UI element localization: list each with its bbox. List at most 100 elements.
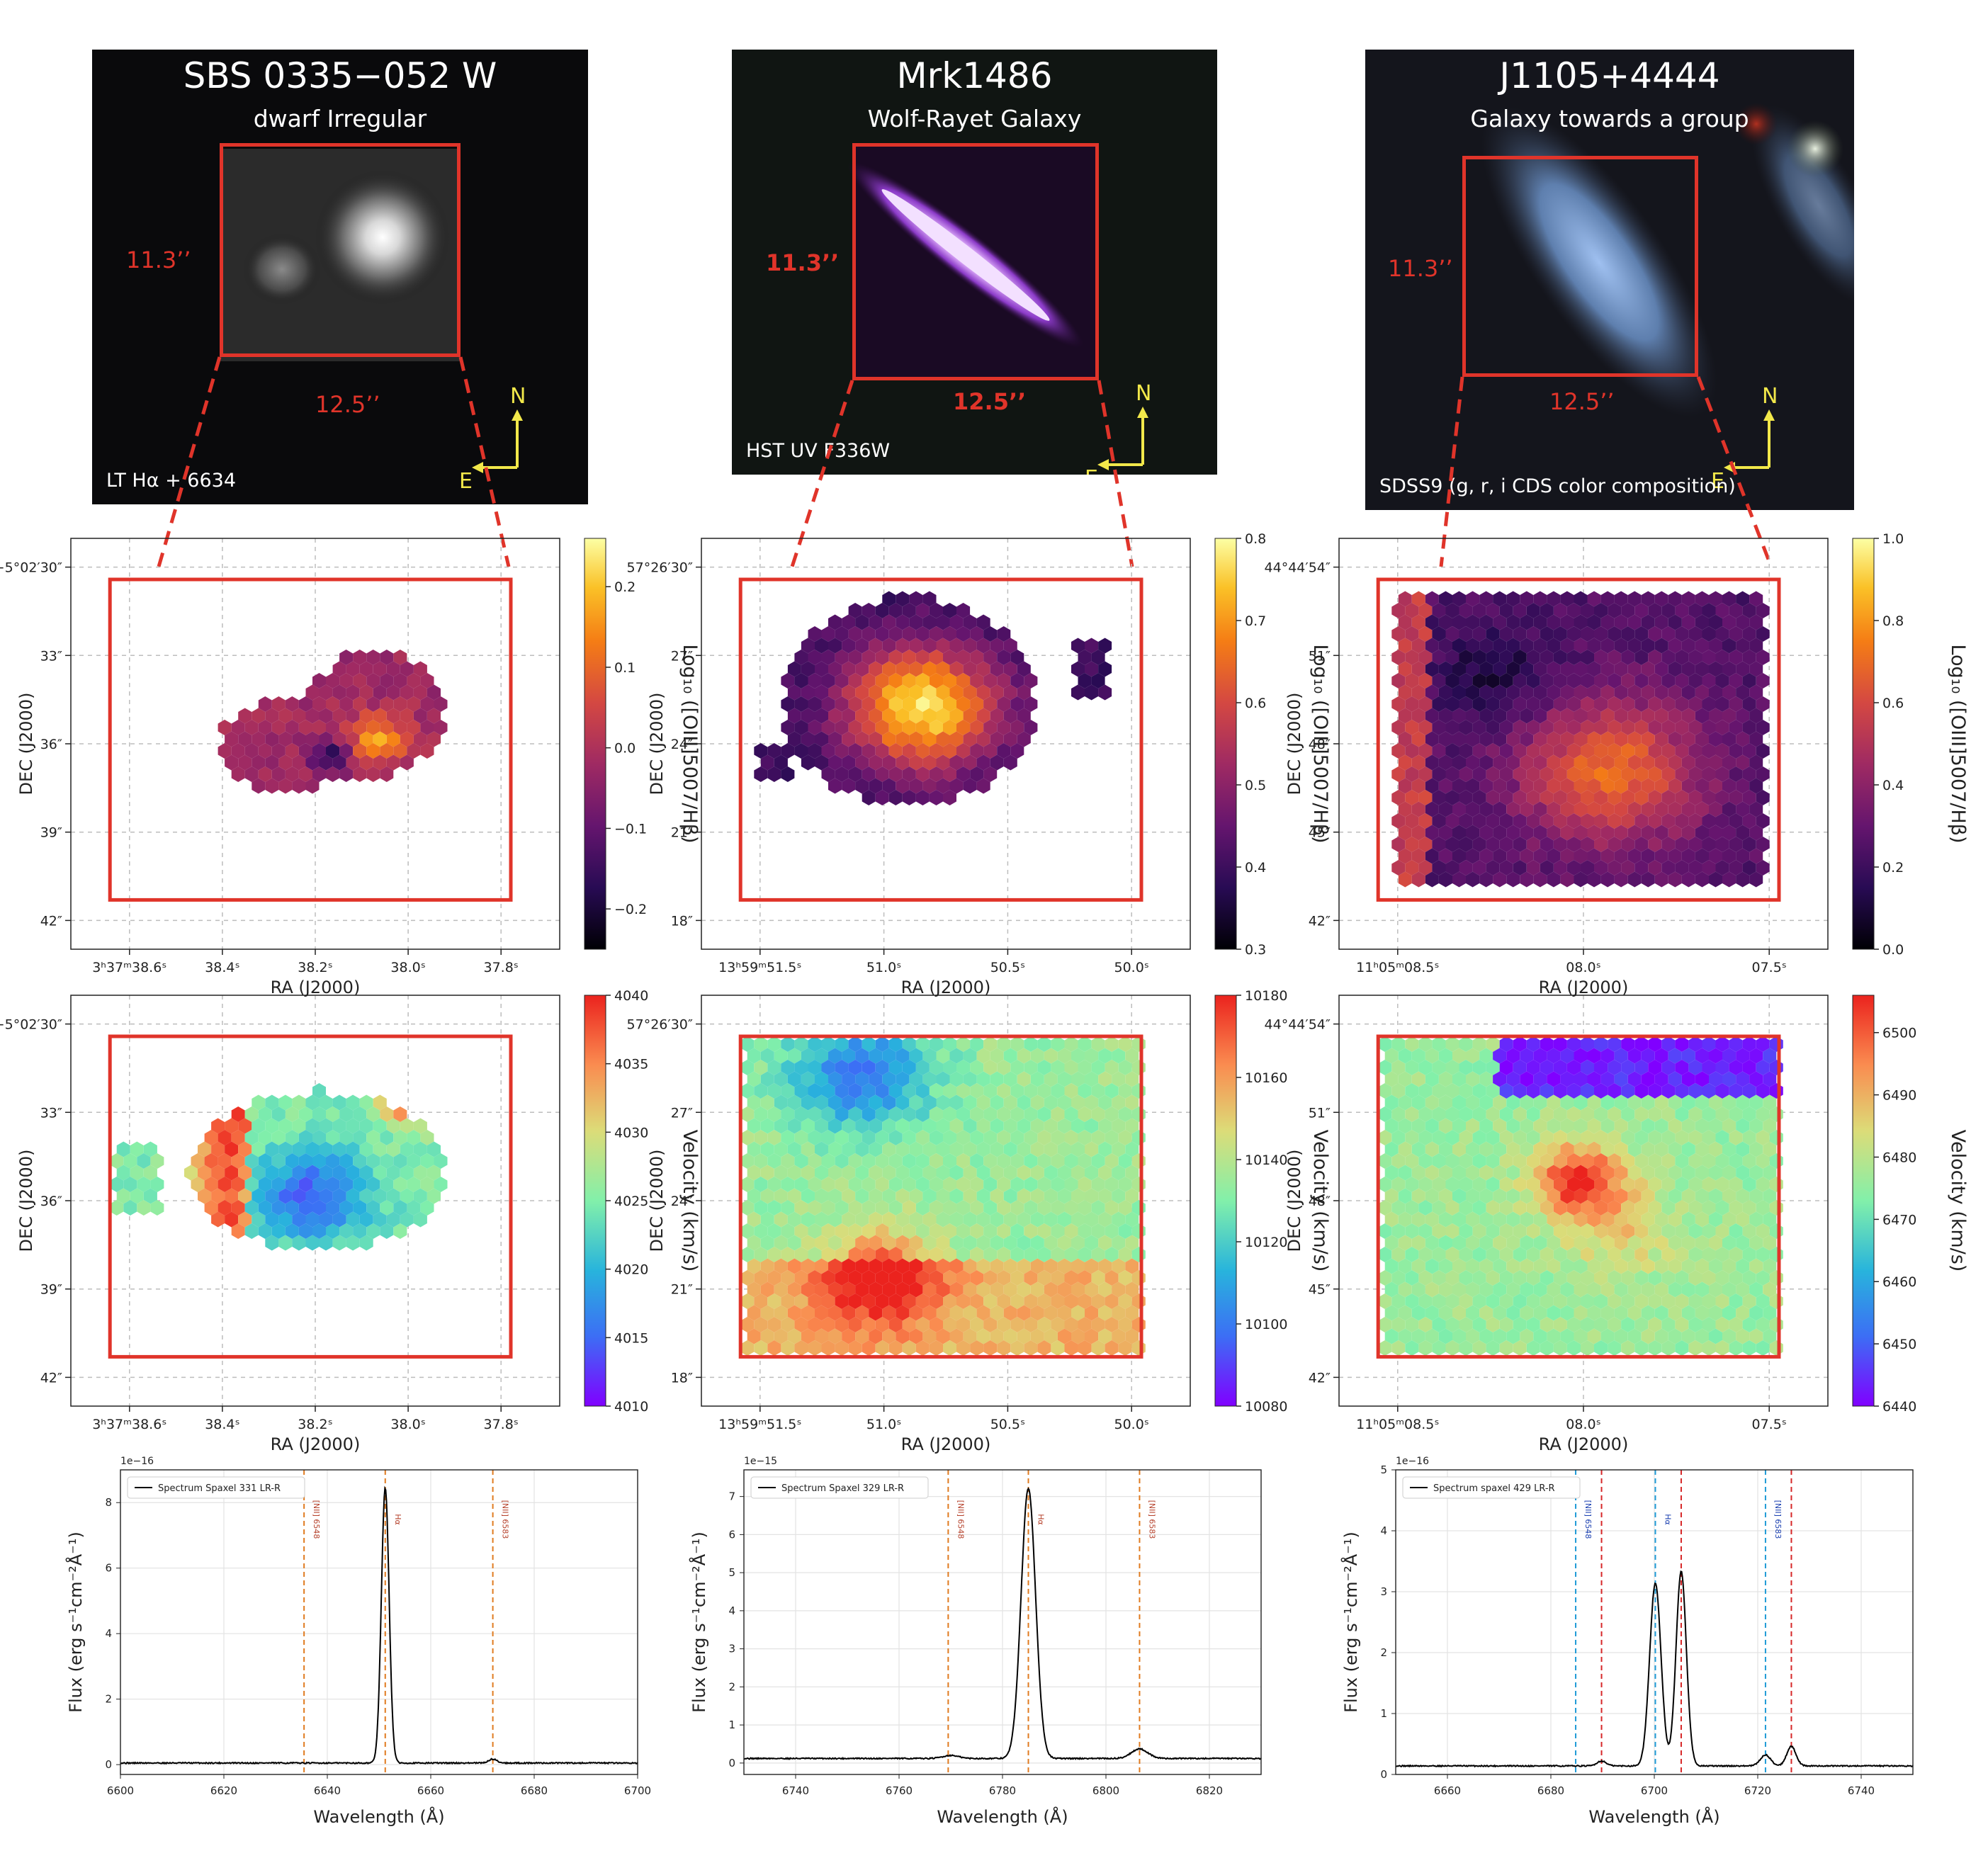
- spaxel: [1627, 1281, 1642, 1298]
- spaxel: [740, 1200, 755, 1216]
- spaxel: [1479, 848, 1493, 864]
- spaxel: [1411, 1211, 1425, 1228]
- spaxel: [1425, 638, 1439, 654]
- spaxel: [1742, 720, 1756, 735]
- spaxel: [1405, 650, 1419, 665]
- spaxel: [888, 1036, 903, 1052]
- spaxel: [781, 1223, 795, 1239]
- spaxel: [1051, 1200, 1065, 1216]
- spaxel: [1668, 1211, 1682, 1228]
- spaxel: [1715, 1247, 1729, 1262]
- spaxel: [1566, 1083, 1581, 1099]
- spaxel: [1499, 650, 1513, 665]
- spaxel: [353, 766, 367, 782]
- spaxel: [366, 1223, 380, 1239]
- spaxel: [1736, 638, 1750, 654]
- spaxel: [1581, 1153, 1594, 1169]
- spaxel: [997, 673, 1011, 689]
- spaxel: [1736, 708, 1750, 724]
- spaxel: [366, 650, 380, 665]
- spaxel: [747, 1141, 761, 1157]
- spaxel: [1391, 1036, 1406, 1052]
- spaxel: [815, 731, 828, 747]
- spaxel: [1608, 1036, 1622, 1052]
- spaxel: [231, 1106, 245, 1122]
- y-tick-label: 18″: [671, 913, 693, 929]
- spaxel: [346, 754, 360, 771]
- spaxel: [970, 1036, 984, 1052]
- spaxel: [821, 1340, 835, 1356]
- spaxel: [760, 1188, 774, 1204]
- spaxel: [1398, 1094, 1412, 1111]
- spaxel: [292, 1141, 306, 1157]
- spaxel: [1472, 813, 1486, 829]
- spaxel: [997, 1293, 1011, 1309]
- spaxel: [1438, 1165, 1452, 1181]
- spaxel: [1547, 1118, 1561, 1134]
- spaxel: [332, 661, 346, 677]
- spaxel: [943, 1200, 956, 1216]
- spaxel: [1432, 1293, 1446, 1309]
- spaxel: [842, 778, 856, 794]
- spaxel: [1418, 813, 1433, 829]
- spaxel: [1479, 1305, 1493, 1321]
- spaxel: [815, 1258, 828, 1274]
- spaxel: [1391, 650, 1406, 665]
- spaxel: [747, 1048, 761, 1064]
- y-tick-label: −5°02′30″: [0, 1017, 62, 1033]
- spaxel: [767, 1317, 781, 1332]
- spaxel: [896, 731, 910, 747]
- spaxel: [1641, 1094, 1655, 1111]
- spaxel: [1479, 1071, 1493, 1087]
- spaxel: [1030, 1071, 1044, 1087]
- spaxel: [1044, 1071, 1058, 1087]
- spaxel: [1425, 1305, 1439, 1321]
- spaxel: [1037, 1340, 1051, 1356]
- spaxel: [767, 1106, 781, 1122]
- spaxel: [1466, 1094, 1480, 1111]
- spaxel: [305, 1188, 320, 1204]
- spaxel: [1533, 614, 1547, 630]
- spaxel: [1452, 1305, 1466, 1321]
- spaxel: [1044, 1281, 1058, 1298]
- spaxel: [1581, 1036, 1594, 1052]
- spaxel: [413, 1211, 427, 1228]
- spaxel: [1112, 1141, 1126, 1157]
- spaxel: [915, 603, 930, 618]
- spaxel: [760, 1165, 774, 1181]
- spaxel: [774, 1305, 788, 1321]
- spaxel: [1472, 673, 1486, 689]
- spaxel: [1648, 1317, 1662, 1332]
- spaxel: [1621, 1317, 1635, 1332]
- spaxel: [801, 1118, 815, 1134]
- spaxel: [1763, 1305, 1777, 1321]
- spaxel: [1405, 1106, 1419, 1122]
- spaxel: [1071, 1258, 1085, 1274]
- spaxel: [956, 1340, 971, 1356]
- spaxel: [1621, 1293, 1635, 1309]
- spaxel: [1533, 825, 1547, 841]
- spaxel: [1648, 673, 1662, 689]
- spaxel: [1661, 1293, 1676, 1309]
- spaxel: [808, 1317, 822, 1332]
- spaxel: [882, 1281, 896, 1298]
- spaxel: [1003, 754, 1017, 771]
- spaxel: [821, 1223, 835, 1239]
- spaxel: [1587, 1328, 1601, 1344]
- spaxel: [842, 731, 856, 747]
- spaxel: [1425, 1258, 1439, 1274]
- spaxel: [1540, 1177, 1554, 1192]
- spaxel: [1384, 1281, 1399, 1298]
- spaxel: [319, 1118, 333, 1134]
- spaxel: [339, 1106, 354, 1122]
- spaxel: [943, 1293, 956, 1309]
- spaxel: [1654, 1258, 1668, 1274]
- axes-frame: [70, 538, 560, 950]
- spaxel: [326, 1200, 340, 1216]
- spaxel: [1432, 626, 1446, 642]
- spaxel: [1547, 684, 1561, 701]
- spaxel: [1378, 1223, 1392, 1239]
- spaxel: [983, 1083, 998, 1099]
- spaxel: [1581, 696, 1594, 712]
- spaxel: [1608, 626, 1622, 642]
